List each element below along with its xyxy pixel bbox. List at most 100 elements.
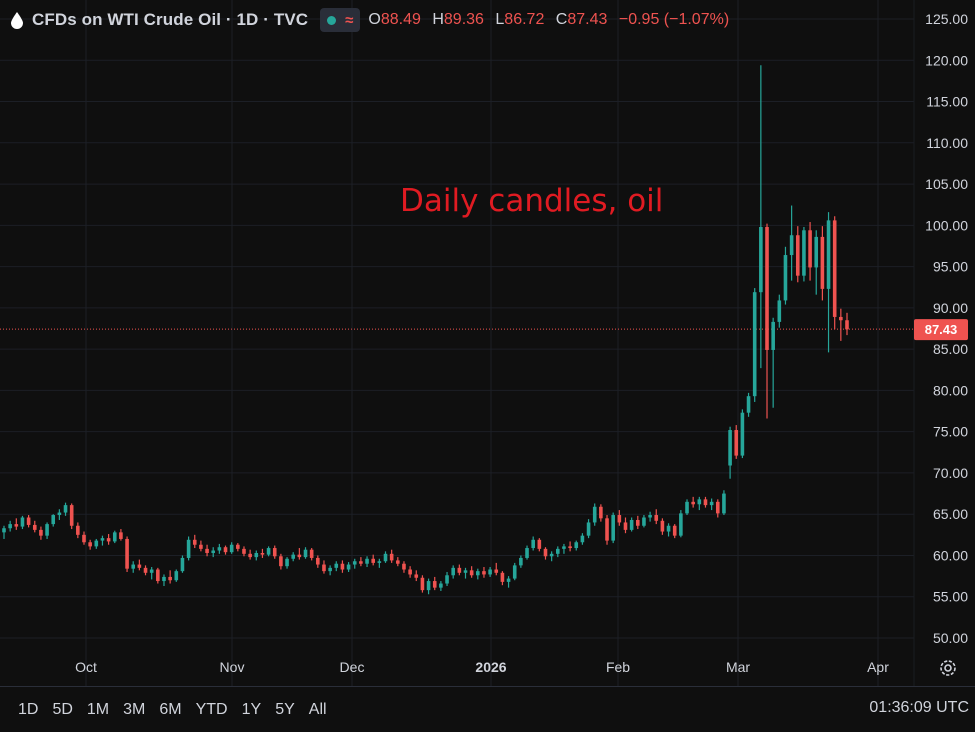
candle (149, 567, 154, 580)
candle (519, 555, 523, 568)
candle (703, 496, 708, 508)
price-tick-label: 70.00 (933, 465, 968, 481)
drop-icon (11, 12, 23, 29)
candle (623, 517, 628, 534)
candle (734, 425, 739, 459)
candle (802, 226, 806, 282)
candle (722, 490, 726, 516)
price-tick-label: 80.00 (933, 382, 968, 398)
candle (192, 534, 197, 549)
candle (691, 496, 695, 508)
market-status-pill[interactable]: ≈ (320, 8, 361, 32)
candle (592, 503, 597, 526)
price-tick-label: 65.00 (933, 506, 968, 522)
candle (186, 536, 191, 561)
candle (531, 536, 535, 551)
candle (420, 575, 425, 593)
candle (845, 312, 849, 336)
candle (611, 512, 615, 544)
candle (549, 551, 554, 562)
candle (322, 560, 326, 574)
candle (715, 499, 720, 518)
candle (777, 294, 782, 328)
candle (352, 558, 357, 569)
range-3m-button[interactable]: 3M (116, 701, 152, 719)
candle (463, 567, 468, 579)
price-tick-label: 115.00 (926, 94, 968, 110)
price-tick-label: 55.00 (933, 589, 968, 605)
price-tick-label: 50.00 (933, 630, 968, 646)
symbol-title[interactable]: CFDs on WTI Crude Oil · 1D · TVC (32, 10, 309, 29)
range-all-button[interactable]: All (302, 701, 334, 719)
candle (451, 565, 455, 579)
time-tick-label: 2026 (475, 659, 506, 675)
candle (14, 518, 19, 530)
candle (39, 526, 43, 540)
candle (316, 555, 320, 568)
candle (482, 567, 486, 578)
candle (469, 566, 474, 578)
chart-annotation: Daily candles, oil (400, 183, 664, 219)
candle (771, 317, 775, 408)
range-1m-button[interactable]: 1M (80, 701, 116, 719)
candle (396, 557, 400, 567)
close-key: C (555, 11, 568, 28)
time-tick-label: Apr (867, 659, 889, 675)
candle (242, 546, 246, 557)
range-1y-button[interactable]: 1Y (235, 701, 269, 719)
range-5d-button[interactable]: 5D (45, 701, 79, 719)
candle (494, 562, 499, 576)
candle (180, 555, 185, 573)
last-price-badge: 87.43 (914, 319, 968, 341)
price-tick-label: 105.00 (925, 176, 968, 192)
candle (125, 536, 129, 572)
price-tick-label: 125.00 (925, 11, 968, 27)
candle (642, 515, 646, 528)
candle (506, 576, 511, 588)
candle (156, 567, 160, 584)
range-ytd-button[interactable]: YTD (189, 701, 235, 719)
candle (426, 578, 431, 595)
candle (488, 567, 492, 577)
candle (100, 535, 105, 546)
candle (648, 511, 652, 522)
price-tick-label: 120.00 (925, 52, 968, 68)
low-key: L (495, 11, 505, 28)
candle (555, 546, 560, 558)
price-tick-label: 75.00 (933, 424, 968, 440)
open-value: 88.49 (380, 11, 421, 28)
market-open-dot-icon (327, 15, 337, 25)
candle (131, 561, 136, 573)
candle (525, 545, 529, 560)
close-value: 87.43 (567, 11, 608, 28)
candle (839, 308, 843, 341)
range-6m-button[interactable]: 6M (152, 701, 188, 719)
candle (285, 557, 289, 569)
candle (168, 570, 172, 584)
time-axis[interactable]: Oct Nov Dec 2026 Feb Mar Apr (75, 659, 889, 675)
candle (832, 216, 837, 330)
candle (57, 509, 62, 520)
utc-clock[interactable]: 01:36:09 UTC (869, 699, 969, 716)
candle (672, 524, 677, 539)
candle (174, 569, 179, 582)
gear-icon[interactable] (938, 658, 958, 678)
candle (599, 504, 603, 522)
open-key: O (368, 11, 381, 28)
candle (297, 548, 302, 560)
candle (279, 553, 283, 570)
candle (586, 519, 591, 539)
candle (666, 523, 671, 537)
candle (371, 554, 375, 566)
price-axis[interactable]: 125.00 120.00 115.00 110.00 105.00 100.00 95.0… (925, 11, 968, 646)
candle (820, 226, 825, 301)
candle (826, 212, 831, 353)
candle (814, 230, 819, 295)
range-5y-button[interactable]: 5Y (268, 701, 302, 719)
range-1d-button[interactable]: 1D (11, 701, 45, 719)
chart-grid (0, 0, 914, 686)
candle (2, 525, 6, 539)
candle (432, 576, 437, 591)
candle (660, 518, 665, 535)
